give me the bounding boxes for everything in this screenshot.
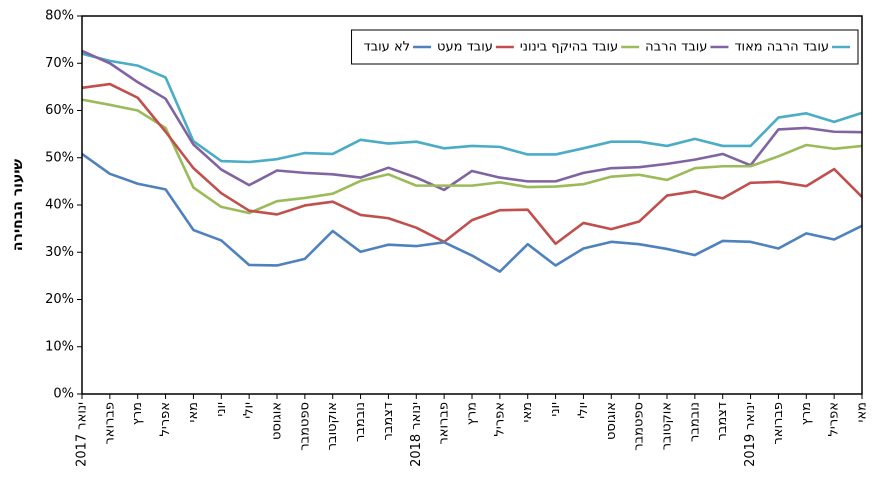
legend-label: עובד הרבה [645,40,707,55]
y-axis-title: שיעור הבחירה [10,159,26,251]
x-tick-label: אפריל [827,402,842,436]
x-tick-label: אוגוסט [604,402,619,440]
y-tick-label: 0% [53,387,74,402]
legend-label: לא עובד [364,40,411,55]
x-tick-label: פברואר [102,402,117,445]
x-tick-label: מרץ [465,402,480,425]
x-tick-label: אוקטובר [325,402,340,450]
y-tick-label: 50% [45,150,74,165]
plot-frame [81,15,863,395]
x-tick-label: אוגוסט [270,402,285,440]
x-tick-label: מאי [520,402,535,422]
x-tick-label: ספטמבר [297,402,312,451]
legend-label: עובד מעט [437,40,493,55]
x-tick-label: אפריל [158,402,173,436]
x-tick-label: אוקטובר [660,402,675,450]
y-tick-label: 10% [45,339,74,354]
series-line [81,152,863,273]
x-tick-label: יולי [576,402,591,419]
series-line [81,49,863,192]
x-tick-label: דצמבר [715,402,730,441]
x-tick-label: מרץ [130,402,145,425]
x-tick-label: פברואר [437,402,452,445]
x-tick-label: ינואר 2019 [743,402,758,467]
x-tick-label: דצמבר [381,402,396,441]
legend: עובד הרבה מאוד עובד הרבה עובד בהיקף בינוני… [351,29,859,65]
y-tick-label: 20% [45,292,74,307]
x-tick-label: מרץ [799,402,814,425]
series-line [81,52,863,164]
x-tick-label: מאי [186,402,201,422]
x-tick-label: יוני [214,402,229,417]
y-tick-label: 40% [45,198,74,213]
legend-box [351,29,859,65]
x-tick-label: ספטמבר [632,402,647,451]
x-tick-label: אפריל [492,402,507,436]
x-tick-label: יוני [548,402,563,417]
x-tick-label: נובמבר [687,402,702,442]
y-tick-label: 30% [45,245,74,260]
y-tick-label: 70% [45,56,74,71]
legend-label: עובד הרבה מאוד [734,40,829,55]
x-tick-label: יולי [242,402,257,419]
y-tick-label: 80% [45,9,74,24]
x-tick-label: מאי [855,402,870,422]
x-tick-label: נובמבר [353,402,368,442]
y-tick-label: 60% [45,103,74,118]
x-tick-label: ינואר 2017 [75,402,90,467]
legend-label: עובד בהיקף בינוני [520,40,618,55]
x-tick-label: ינואר 2018 [409,402,424,467]
series-line [81,98,863,215]
series-line [81,82,863,246]
x-tick-label: פברואר [771,402,786,445]
